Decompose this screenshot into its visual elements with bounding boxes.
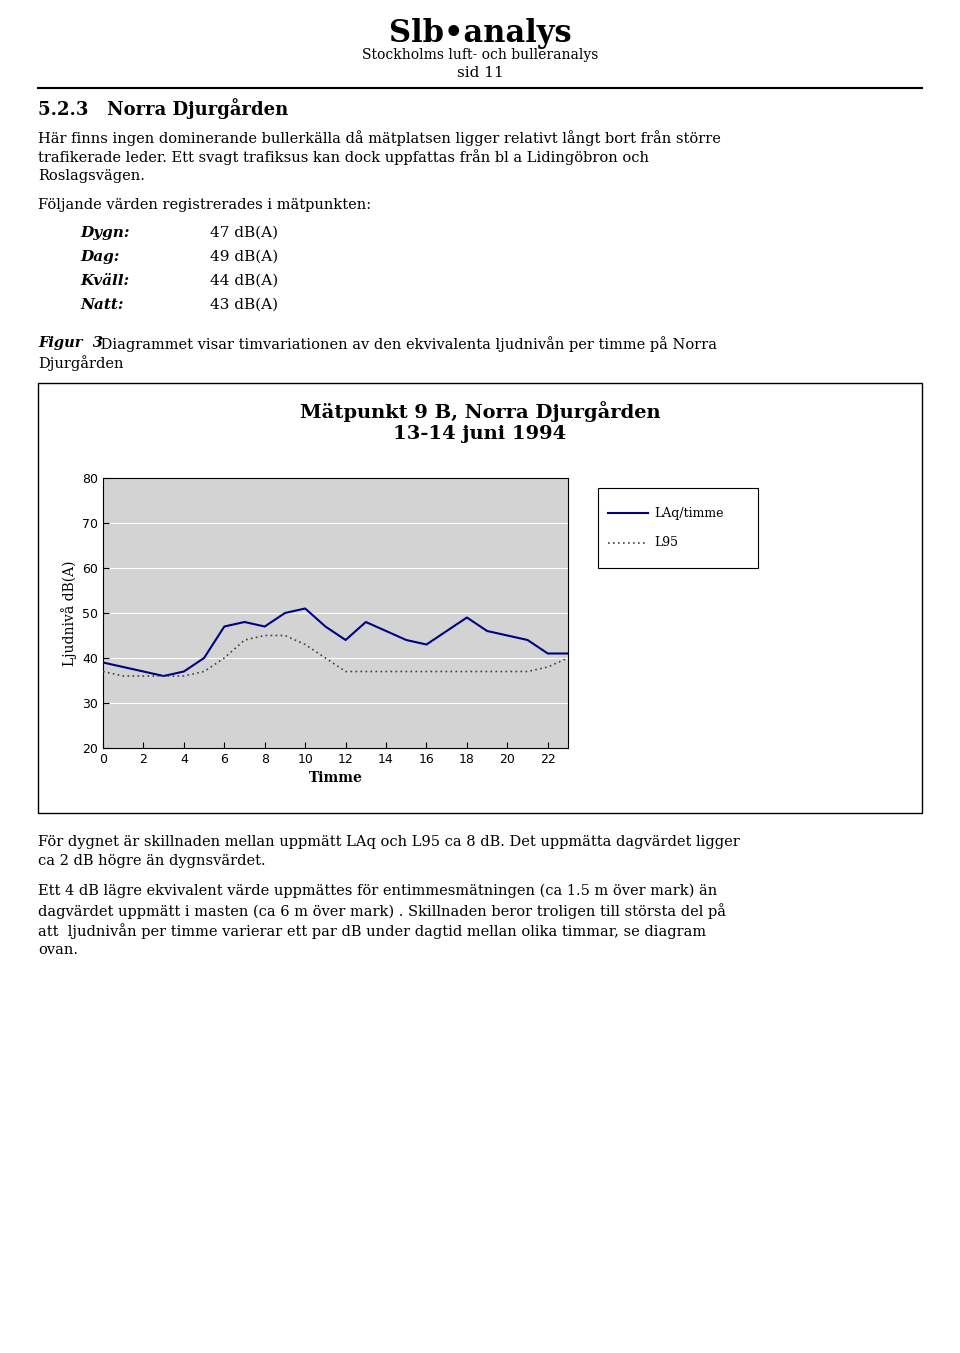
Bar — [38, 383, 922, 813]
Text: 49 dB(A): 49 dB(A) — [210, 250, 278, 264]
Text: att  ljudnivån per timme varierar ett par dB under dagtid mellan olika timmar, s: att ljudnivån per timme varierar ett par… — [38, 923, 707, 939]
Text: Figur  3: Figur 3 — [38, 336, 103, 350]
Text: Djurgården: Djurgården — [38, 356, 124, 371]
X-axis label: Timme: Timme — [308, 771, 363, 786]
Text: Natt:: Natt: — [80, 298, 124, 313]
Text: ovan.: ovan. — [38, 943, 78, 957]
Text: 5.2.3   Norra Djurgården: 5.2.3 Norra Djurgården — [38, 97, 288, 119]
Text: Kväll:: Kväll: — [80, 275, 130, 288]
Text: Dag:: Dag: — [80, 250, 119, 264]
Text: LAq/timme: LAq/timme — [654, 506, 724, 520]
Text: Stockholms luft- och bulleranalys: Stockholms luft- och bulleranalys — [362, 47, 598, 62]
Text: sid 11: sid 11 — [457, 66, 503, 80]
Text: trafikerade leder. Ett svagt trafiksus kan dock uppfattas från bl a Lidingöbron : trafikerade leder. Ett svagt trafiksus k… — [38, 149, 649, 165]
Text: Ett 4 dB lägre ekvivalent värde uppmättes för entimmesmätningen (ca 1.5 m över m: Ett 4 dB lägre ekvivalent värde uppmätte… — [38, 884, 717, 898]
Text: Mätpunkt 9 B, Norra Djurgården: Mätpunkt 9 B, Norra Djurgården — [300, 400, 660, 422]
Text: Här finns ingen dominerande bullerkälla då mätplatsen ligger relativt långt bort: Här finns ingen dominerande bullerkälla … — [38, 130, 721, 146]
Y-axis label: Ljudnivå dB(A): Ljudnivå dB(A) — [60, 560, 77, 666]
Text: ca 2 dB högre än dygnsvärdet.: ca 2 dB högre än dygnsvärdet. — [38, 855, 266, 869]
Text: För dygnet är skillnaden mellan uppmätt LAq och L95 ca 8 dB. Det uppmätta dagvär: För dygnet är skillnaden mellan uppmätt … — [38, 835, 740, 848]
Text: 43 dB(A): 43 dB(A) — [210, 298, 278, 313]
Text: Följande värden registrerades i mätpunkten:: Följande värden registrerades i mätpunkt… — [38, 199, 372, 212]
Bar — [598, 488, 758, 568]
Text: L95: L95 — [654, 537, 678, 549]
Text: 47 dB(A): 47 dB(A) — [210, 226, 278, 239]
Text: Roslagsvägen.: Roslagsvägen. — [38, 169, 145, 183]
Text: Dygn:: Dygn: — [80, 226, 130, 239]
Text: dagvärdet uppmätt i masten (ca 6 m över mark) . Skillnaden beror troligen till s: dagvärdet uppmätt i masten (ca 6 m över … — [38, 904, 726, 920]
Text: Diagrammet visar timvariationen av den ekvivalenta ljudnivån per timme på Norra: Diagrammet visar timvariationen av den e… — [96, 336, 717, 352]
Text: Slb•analys: Slb•analys — [389, 18, 571, 49]
Text: 13-14 juni 1994: 13-14 juni 1994 — [394, 425, 566, 442]
Text: 44 dB(A): 44 dB(A) — [210, 275, 278, 288]
